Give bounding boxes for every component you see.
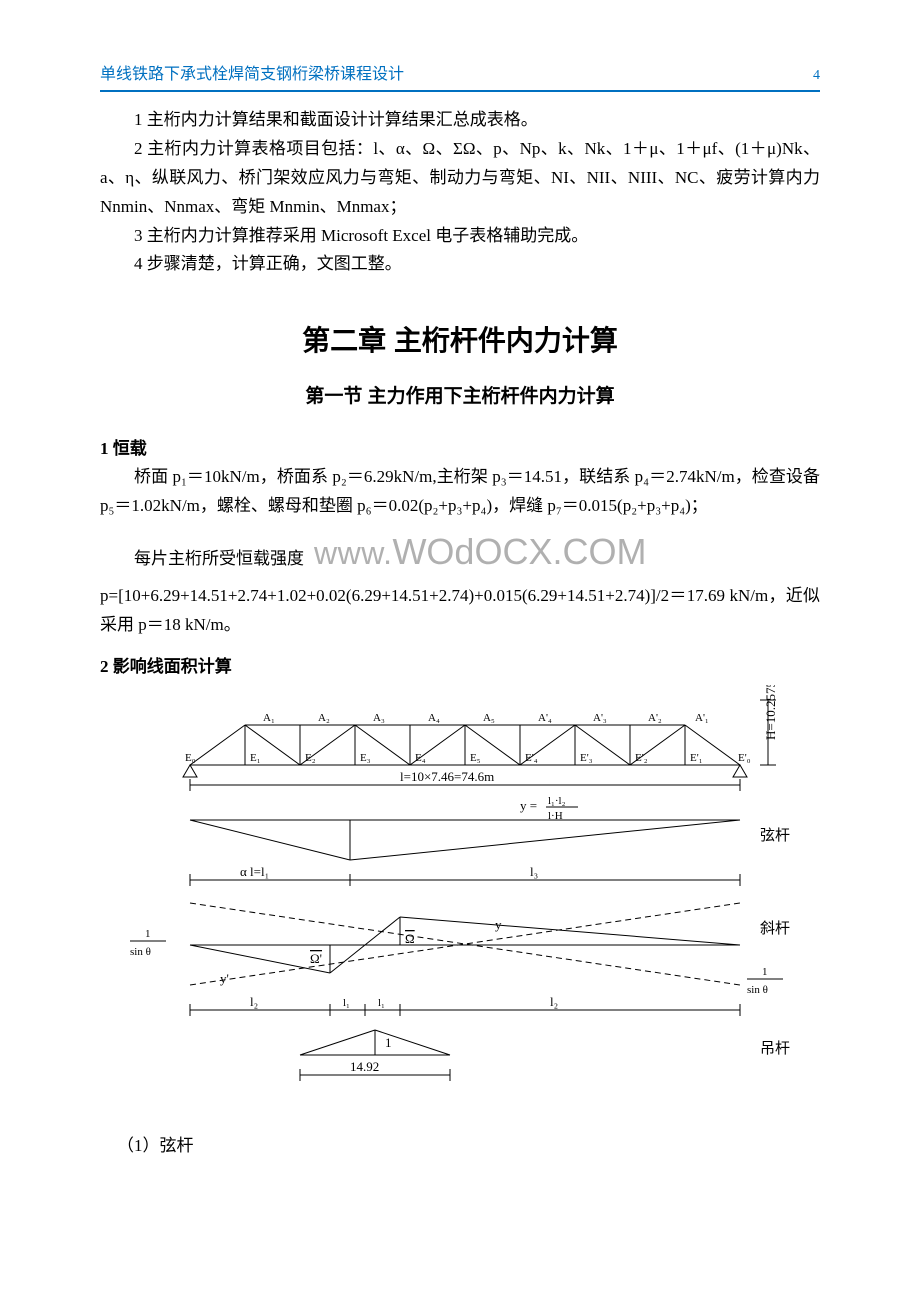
subheading-2: 2 影响线面积计算: [100, 652, 820, 677]
y-num: l₁·l₂: [548, 795, 566, 807]
a2: A₂: [318, 712, 330, 724]
l2a: l₂: [250, 994, 258, 1009]
sin-right-den: sin θ: [747, 984, 768, 996]
e0p: E'₀: [738, 752, 751, 764]
body-line-2: 每片主桁所受恒载强度 www.WOdOCX.COM: [100, 521, 820, 582]
one: 1: [385, 1035, 392, 1050]
a4: A₄: [428, 712, 440, 724]
watermark-small: www.: [314, 535, 392, 571]
page-header: 单线铁路下承式栓焊简支钢桁梁桥课程设计 4: [100, 60, 820, 92]
l1b: l₁: [378, 997, 385, 1009]
section-title: 第一节 主力作用下主桁杆件内力计算: [100, 381, 820, 408]
a1: A₁: [263, 712, 275, 724]
item-chord: （1）弦杆: [100, 1132, 820, 1161]
subheading-1: 1 恒载: [100, 434, 820, 459]
l1a: l₁: [343, 997, 350, 1009]
e4p: E'₄: [525, 752, 538, 764]
e4: E₄: [415, 752, 426, 764]
y-sym: y: [495, 917, 502, 932]
y-eq: y =: [520, 798, 537, 813]
e2: E₂: [305, 752, 316, 764]
top-para-2: 2 主桁内力计算表格项目包括：l、α、Ω、ΣΩ、p、Np、k、Nk、1＋μ、1＋…: [100, 135, 820, 222]
e2p: E'₂: [635, 752, 648, 764]
e3: E₃: [360, 752, 371, 764]
l3-label: l₃: [530, 864, 538, 879]
e3p: E'₃: [580, 752, 593, 764]
chapter-title: 第二章 主桁杆件内力计算: [100, 319, 820, 359]
a5: A₅: [483, 712, 495, 724]
top-para-1: 1 主桁内力计算结果和截面设计计算结果汇总成表格。: [100, 106, 820, 135]
omega: Ω: [405, 931, 415, 946]
a3p: A'₃: [593, 712, 607, 724]
span-label: l=10×7.46=74.6m: [400, 769, 494, 784]
a3: A₃: [373, 712, 385, 724]
h-label: H=10.2575: [763, 685, 778, 740]
diagram-svg: .ln { stroke:#000; stroke-width:1; fill:…: [100, 685, 820, 1115]
e5: E₅: [470, 752, 481, 764]
top-para-3: 3 主桁内力计算推荐采用 Microsoft Excel 电子表格辅助完成。: [100, 222, 820, 251]
e0: E₀: [185, 752, 196, 764]
watermark: www.WOdOCX.COM: [314, 535, 646, 571]
chord-cn: 弦杆: [760, 827, 790, 844]
hang-cn: 吊杆: [760, 1040, 790, 1057]
y-den: l·H: [548, 810, 563, 822]
sin-left-den: sin θ: [130, 946, 151, 958]
header-title: 单线铁路下承式栓焊简支钢桁梁桥课程设计: [100, 60, 404, 84]
sin-right-num: 1: [762, 966, 768, 978]
a2p: A'₂: [648, 712, 662, 724]
a1p: A'₁: [695, 712, 709, 724]
influence-line-diagram: .ln { stroke:#000; stroke-width:1; fill:…: [100, 685, 820, 1120]
hang-len: 14.92: [350, 1059, 379, 1074]
e1: E₁: [250, 752, 261, 764]
diag-cn: 斜杆: [760, 920, 790, 937]
l2b: l₂: [550, 994, 558, 1009]
alpha-l: α l=l₁: [240, 864, 269, 879]
omega-p: Ω': [310, 951, 322, 966]
page-number: 4: [813, 68, 820, 84]
watermark-big: WOdOCX.COM: [392, 531, 646, 572]
yp-sym: y': [220, 971, 229, 986]
sin-left-num: 1: [145, 928, 151, 940]
a4p: A'₄: [538, 712, 552, 724]
e1p: E'₁: [690, 752, 703, 764]
body-line-3: p=[10+6.29+14.51+2.74+1.02+0.02(6.29+14.…: [100, 582, 820, 640]
body-line-2-text: 每片主桁所受恒载强度: [100, 545, 304, 574]
body-line-1: 桥面 p₁＝10kN/m，桥面系 p₂＝6.29kN/m,主桁架 p₃＝14.5…: [100, 463, 820, 521]
top-para-4: 4 步骤清楚，计算正确，文图工整。: [100, 250, 820, 279]
